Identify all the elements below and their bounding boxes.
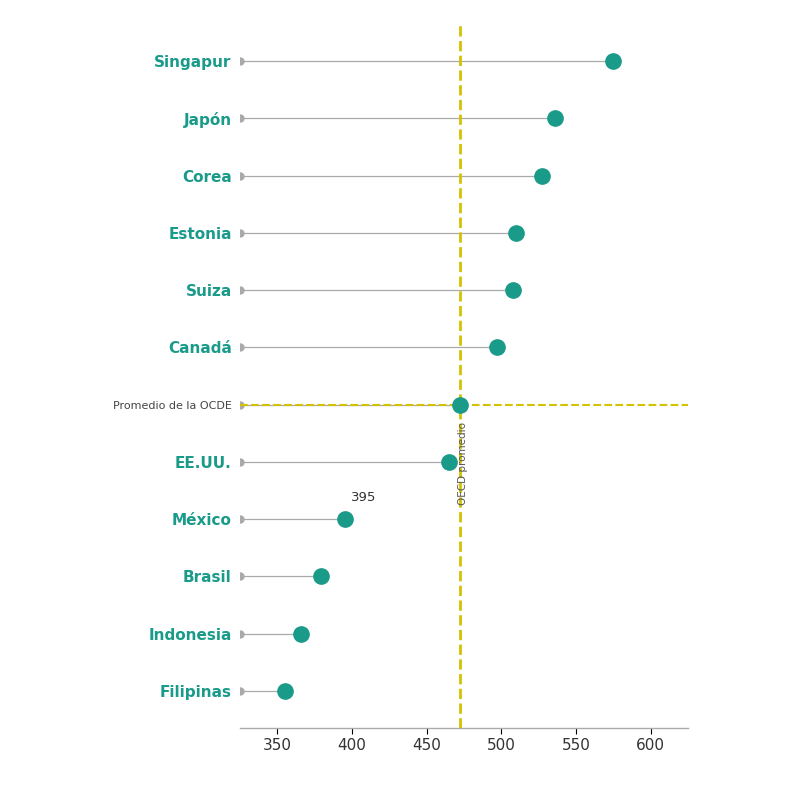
Text: Matemáticas: Matemáticas [718, 188, 762, 510]
Text: 395: 395 [350, 491, 376, 504]
Text: OECD promedio: OECD promedio [458, 422, 467, 505]
Text: publimetroⓤ: publimetroⓤ [650, 772, 772, 790]
